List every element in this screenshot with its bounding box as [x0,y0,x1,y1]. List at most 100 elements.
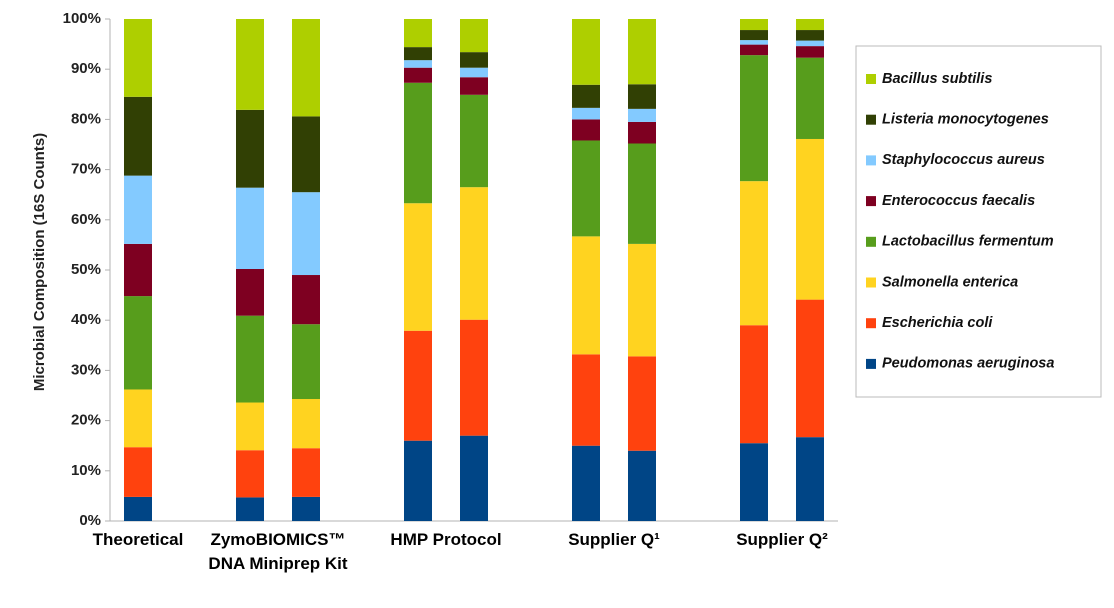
bar-segment [740,44,768,56]
bar-segment [628,84,656,109]
legend-label: Lactobacillus fermentum [882,234,1054,250]
bar-segment [740,443,768,521]
bar-segment [796,437,824,521]
bar-segment [404,82,432,204]
legend-label: Bacillus subtilis [882,71,992,87]
bar-segment [740,325,768,444]
y-tick-label: 40% [71,311,101,328]
y-axis-label: Microbial Composition (16S Counts) [31,133,48,391]
bar-segment [572,84,600,108]
bar-segment [796,138,824,300]
bar-segment [404,440,432,521]
legend-label: Salmonella enterica [882,274,1018,290]
bar-segment [460,187,488,320]
bar-segment [740,19,768,31]
bar-segment [404,60,432,68]
y-tick-label: 20% [71,412,101,429]
bar-segment [404,19,432,48]
legend-swatch [866,196,876,207]
bar-segment [628,356,656,451]
bar-segment [796,299,824,438]
bar-segment [572,236,600,355]
bar-segment [404,203,432,331]
y-tick-label: 80% [71,110,101,127]
legend-swatch [866,236,876,247]
bar-segment [460,94,488,188]
bar-segment [124,447,152,497]
bar-segment [292,19,320,117]
legend-swatch [866,114,876,125]
bar-segment [572,19,600,85]
y-tick-label: 0% [79,512,101,529]
bar-segment [796,46,824,58]
bar-segment [796,40,824,47]
bar-segment [740,30,768,41]
bar-segment [404,47,432,61]
bar-segment [460,435,488,521]
legend-swatch [866,358,876,369]
bar-segment [572,140,600,237]
x-tick-label: Supplier Q¹ [568,530,660,549]
y-tick-label: 50% [71,261,101,278]
bar-segment [628,143,656,244]
bar-segment [124,496,152,521]
x-tick-label: ZymoBIOMICS™ DNA Miniprep Kit [208,530,348,573]
bar-segment [292,399,320,449]
legend-label: Escherichia coli [882,315,993,331]
bar-segment [124,96,152,176]
bar-segment [292,116,320,193]
bar-segment [292,496,320,521]
legend-label: Enterococcus faecalis [882,193,1035,209]
bar-segment [124,19,152,97]
bar-segment [460,67,488,78]
bar-segment [236,315,264,403]
bar-segment [460,77,488,95]
bar-segment [628,121,656,144]
bar-segment [236,450,264,498]
bar-segment [572,107,600,120]
y-tick-label: 30% [71,361,101,378]
bar-segment [740,55,768,182]
bar-segment [404,330,432,441]
bar-segment [124,243,152,297]
y-tick-label: 100% [63,10,101,27]
legend-swatch [866,74,876,84]
bar-segment [796,57,824,139]
bar-segment [628,450,656,521]
x-tick-label: HMP Protocol [390,530,502,549]
bar-segment [236,402,264,451]
bar-segment [628,243,656,357]
bar-segment [460,52,488,68]
legend-box [855,45,1102,398]
legend-swatch [866,155,876,166]
bar-segment [740,181,768,326]
legend-swatch [866,277,876,288]
bar-segment [572,445,600,521]
legend-label: Listeria monocytogenes [882,112,1049,128]
legend-label: Peudomonas aeruginosa [882,356,1054,372]
bar-segment [740,40,768,45]
bar-segment [236,497,264,521]
y-tick-label: 60% [71,211,101,228]
bar-segment [460,319,488,436]
bar-segment [404,67,432,83]
y-tick-label: 10% [71,462,101,479]
x-tick-label: Theoretical [92,530,184,549]
legend-swatch [866,318,876,329]
legend-label: Staphylococcus aureus [882,152,1045,168]
bar-segment [292,324,320,400]
y-tick-label: 90% [71,60,101,77]
bar-segment [236,19,264,110]
bar-segment [236,268,264,316]
bar-segment [124,389,152,448]
bar-segment [460,19,488,53]
bar-segment [292,275,320,325]
bar-segment [124,296,152,390]
bar-segment [628,19,656,85]
y-tick-label: 70% [71,161,101,178]
bar-segment [236,187,264,269]
bar-segment [292,448,320,497]
bar-segment [292,192,320,276]
